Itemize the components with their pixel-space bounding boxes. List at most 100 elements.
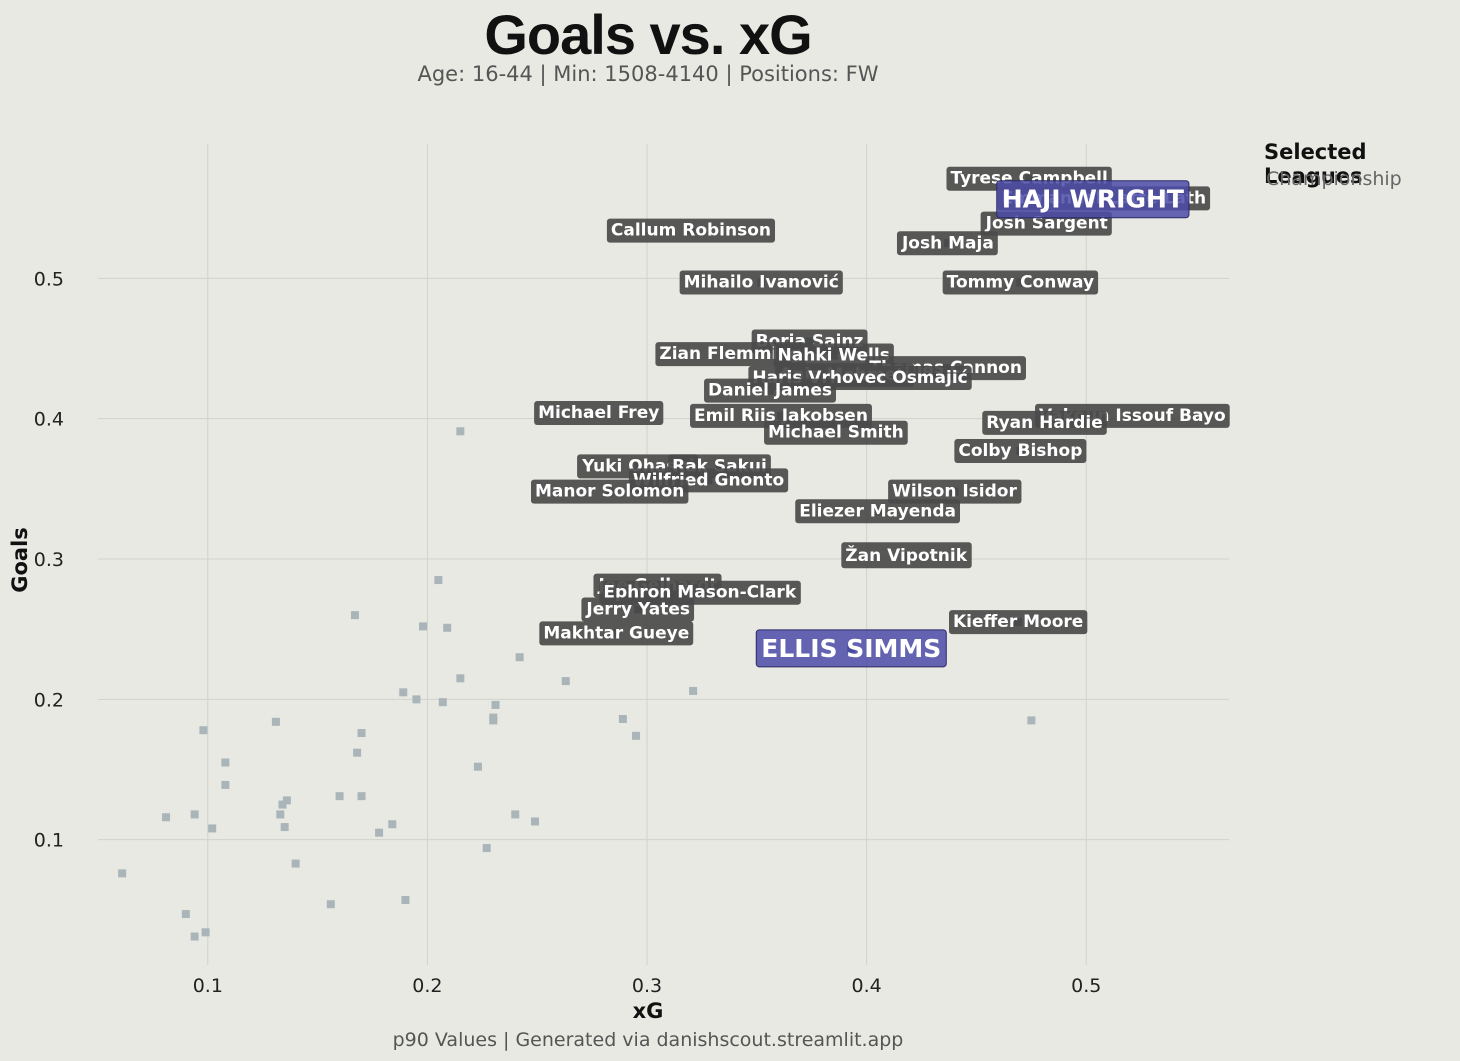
player-point-other bbox=[208, 824, 217, 833]
y-axis-label: Goals bbox=[8, 527, 32, 593]
y-tick-label: 0.4 bbox=[34, 409, 64, 431]
player-label-box bbox=[996, 180, 1190, 219]
axis-ticks: 0.1 0.2 0.3 0.4 0.5 0.1 0.2 0.3 0.4 0.5 bbox=[34, 268, 1102, 997]
player-point-other bbox=[491, 700, 500, 709]
player-label-box bbox=[530, 479, 689, 504]
player-point-other bbox=[375, 828, 384, 837]
y-tick-label: 0.3 bbox=[34, 549, 64, 571]
player-point-other bbox=[162, 813, 171, 822]
player-point-other bbox=[350, 611, 359, 620]
player-labels: Tyrese CampbellEmmanuel Latte LathJosh S… bbox=[530, 166, 1230, 668]
player-label: Makhtar Gueye bbox=[539, 621, 694, 646]
player-label-box bbox=[954, 438, 1087, 463]
player-label-text: Eliezer Mayenda bbox=[799, 501, 956, 521]
player-label-box bbox=[888, 479, 1022, 504]
player-label-box bbox=[764, 420, 908, 445]
player-label-box bbox=[539, 621, 694, 646]
player-point-other bbox=[221, 758, 230, 767]
player-label-text: Wilson Isidor bbox=[892, 482, 1017, 502]
player-label-text: Nahki Wells bbox=[778, 346, 890, 366]
player-label-text: Tommy Conway bbox=[947, 273, 1094, 293]
chart-subtitle: Age: 16-44 | Min: 1508-4140 | Positions:… bbox=[417, 62, 879, 86]
player-point-other bbox=[438, 698, 447, 707]
player-label-box bbox=[795, 499, 960, 524]
player-point-other bbox=[326, 900, 335, 909]
player-label-box bbox=[581, 597, 695, 622]
player-point-other bbox=[181, 910, 190, 919]
other-players-points bbox=[118, 427, 1036, 941]
player-point-other bbox=[335, 792, 344, 801]
player-label: Callum Robinson bbox=[606, 218, 776, 243]
player-point-other bbox=[271, 717, 280, 726]
y-tick-label: 0.2 bbox=[34, 689, 64, 711]
player-label: HAJI WRIGHT bbox=[996, 180, 1190, 219]
player-label: Michael Smith bbox=[764, 420, 908, 445]
player-label-box bbox=[606, 218, 776, 243]
player-label-box bbox=[949, 610, 1088, 635]
player-label-text: Josh Maja bbox=[901, 233, 994, 253]
player-label: Jerry Yates bbox=[581, 597, 695, 622]
player-point-other bbox=[689, 686, 698, 695]
player-point-other bbox=[482, 844, 491, 853]
player-label-text: Zian Flemming bbox=[659, 344, 801, 364]
player-label: Manor Solomon bbox=[530, 479, 689, 504]
player-label-text: Callum Robinson bbox=[611, 221, 771, 241]
player-point-other bbox=[561, 677, 570, 686]
player-label-text: Kieffer Moore bbox=[953, 612, 1083, 632]
player-point-other bbox=[456, 427, 465, 436]
player-label-box bbox=[755, 629, 947, 668]
player-point-other bbox=[618, 714, 627, 723]
player-point-other bbox=[443, 623, 452, 632]
x-tick-label: 0.3 bbox=[632, 975, 662, 997]
player-label-text: Jerry Yates bbox=[585, 600, 690, 620]
x-tick-label: 0.1 bbox=[193, 975, 223, 997]
player-point-other bbox=[419, 622, 428, 631]
x-tick-label: 0.2 bbox=[412, 975, 442, 997]
player-label-text: Colby Bishop bbox=[958, 441, 1082, 461]
player-label: Kieffer Moore bbox=[949, 610, 1088, 635]
player-label-box bbox=[942, 270, 1099, 295]
player-label: Daniel James bbox=[704, 378, 836, 403]
player-label-text: ELLIS SIMMS bbox=[761, 634, 941, 663]
player-label: Žan Vipotnik bbox=[841, 542, 972, 569]
player-point-other bbox=[276, 810, 285, 819]
player-label-text: Daniel James bbox=[708, 381, 832, 401]
player-point-other bbox=[201, 928, 210, 937]
player-label-box bbox=[655, 342, 806, 367]
player-label-box bbox=[534, 401, 664, 426]
player-label-text: HAJI WRIGHT bbox=[1002, 185, 1184, 214]
player-label-box bbox=[704, 378, 836, 403]
player-point-other bbox=[357, 792, 366, 801]
player-point-other bbox=[291, 859, 300, 868]
player-label-box bbox=[679, 270, 843, 295]
player-label: Ryan Hardie bbox=[982, 410, 1107, 435]
player-point-other bbox=[353, 748, 362, 757]
player-point-other bbox=[511, 810, 520, 819]
player-point-other bbox=[632, 731, 641, 740]
player-label: Mihailo Ivanović bbox=[679, 270, 843, 295]
player-point-other bbox=[278, 800, 287, 809]
player-point-other bbox=[489, 716, 498, 725]
y-tick-label: 0.1 bbox=[34, 830, 64, 852]
player-point-other bbox=[388, 820, 397, 829]
legend-title: Selected Leagues bbox=[1264, 140, 1367, 188]
player-label: ELLIS SIMMS bbox=[755, 629, 947, 668]
player-label-text: Manor Solomon bbox=[535, 482, 684, 502]
player-point-other bbox=[399, 688, 408, 697]
player-label-box bbox=[773, 343, 894, 368]
player-label: Michael Frey bbox=[534, 401, 664, 426]
player-point-other bbox=[434, 576, 443, 585]
player-label-text: Michael Frey bbox=[538, 403, 659, 423]
player-label-text: Žan Vipotnik bbox=[845, 544, 967, 566]
player-label-box bbox=[982, 410, 1107, 435]
player-label: Zian Flemming bbox=[655, 342, 806, 367]
chart-title: Goals vs. xG bbox=[484, 3, 812, 66]
player-label-box bbox=[896, 231, 998, 256]
player-point-other bbox=[118, 869, 127, 878]
player-label: Tommy Conway bbox=[942, 270, 1099, 295]
player-point-other bbox=[531, 817, 540, 826]
x-tick-label: 0.5 bbox=[1071, 975, 1101, 997]
y-tick-label: 0.5 bbox=[34, 268, 64, 290]
player-label-text: Michael Smith bbox=[768, 423, 904, 443]
